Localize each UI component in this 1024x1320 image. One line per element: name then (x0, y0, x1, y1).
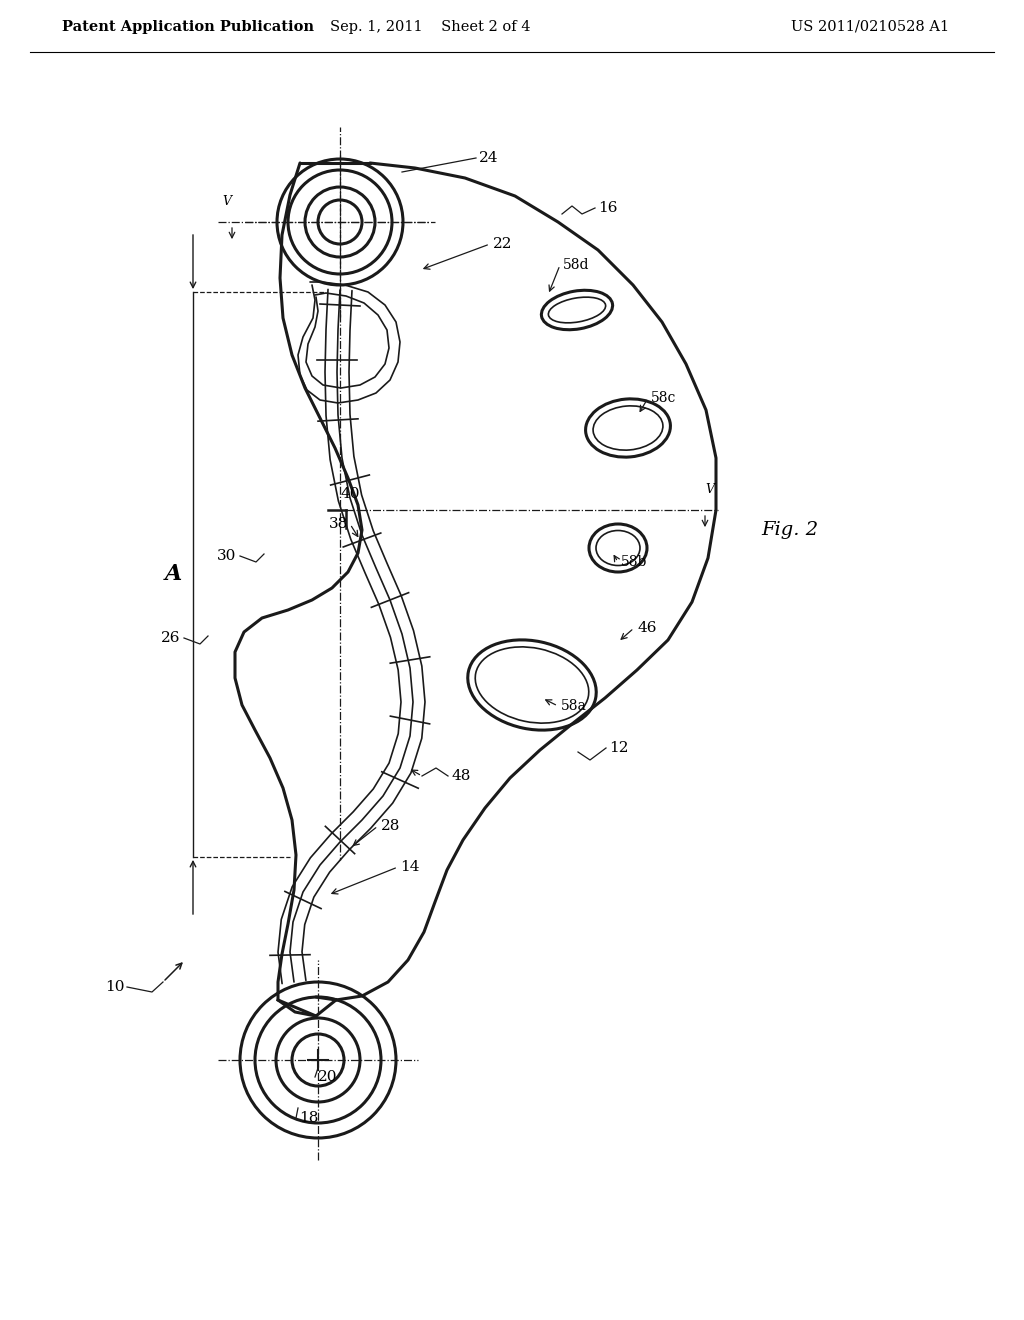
Text: 18: 18 (299, 1111, 318, 1125)
Text: V: V (222, 195, 231, 209)
Text: US 2011/0210528 A1: US 2011/0210528 A1 (791, 20, 949, 34)
Text: 16: 16 (598, 201, 617, 215)
Text: 58d: 58d (563, 257, 590, 272)
Text: 24: 24 (479, 150, 499, 165)
Text: V: V (706, 483, 715, 496)
Text: 26: 26 (161, 631, 180, 645)
Text: Patent Application Publication: Patent Application Publication (62, 20, 314, 34)
Text: 58a: 58a (561, 700, 587, 713)
Text: Sep. 1, 2011    Sheet 2 of 4: Sep. 1, 2011 Sheet 2 of 4 (330, 20, 530, 34)
Text: 46: 46 (637, 620, 656, 635)
Text: 20: 20 (318, 1071, 338, 1084)
Text: 28: 28 (381, 818, 400, 833)
Text: 22: 22 (493, 238, 512, 251)
Text: 38: 38 (329, 517, 348, 531)
Text: 10: 10 (105, 979, 125, 994)
Text: Fig. 2: Fig. 2 (762, 521, 818, 539)
Text: 40: 40 (341, 487, 360, 502)
Text: 14: 14 (400, 861, 420, 874)
Text: 30: 30 (217, 549, 236, 564)
Text: A: A (165, 564, 181, 586)
Text: 58c: 58c (651, 391, 677, 405)
Text: 12: 12 (609, 741, 629, 755)
Text: 48: 48 (451, 770, 470, 783)
Text: 58b: 58b (621, 554, 647, 569)
